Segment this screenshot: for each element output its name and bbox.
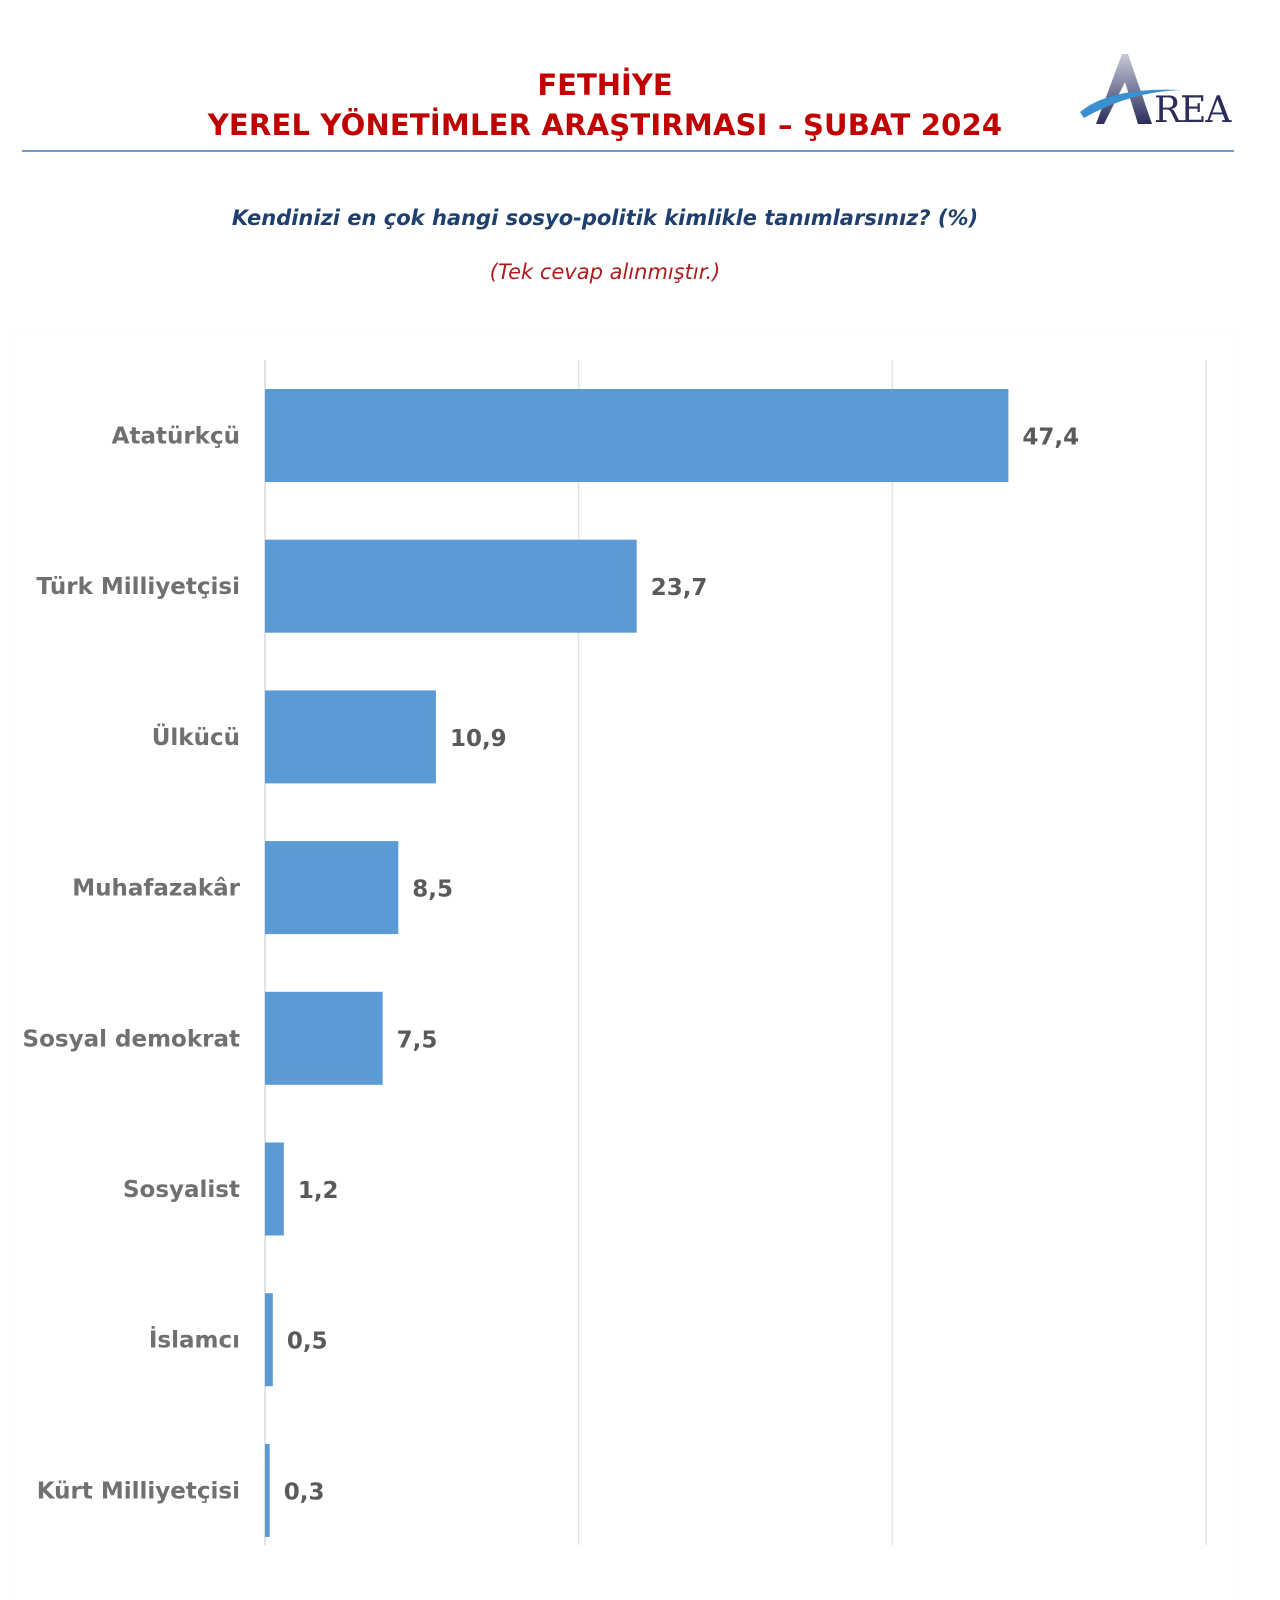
category-label: Ülkücü (152, 723, 240, 751)
category-label: Türk Milliyetçisi (36, 574, 240, 600)
category-label: Sosyal demokrat (23, 1026, 240, 1052)
area-logo: REA (1070, 52, 1240, 132)
chart-note: (Tek cevap alınmıştır.) (489, 260, 721, 284)
bar-5 (265, 1142, 284, 1236)
value-labels: 47,4 23,7 10,9 8,5 7,5 1,2 0,5 0,3 (284, 425, 1079, 1506)
bar-2 (265, 690, 436, 784)
chart-question: Kendinizi en çok hangi sosyo-politik kim… (231, 206, 979, 230)
category-label: Kürt Milliyetçisi (37, 1478, 240, 1504)
bar-1 (265, 539, 637, 633)
value-label: 47,4 (1022, 425, 1079, 451)
bar-4 (265, 991, 383, 1085)
value-label: 7,5 (397, 1027, 438, 1053)
category-label: Sosyalist (123, 1177, 240, 1203)
value-label: 23,7 (651, 575, 708, 601)
header-divider (22, 150, 1234, 152)
logo-text: REA (1154, 90, 1231, 131)
bar-0 (265, 389, 1009, 482)
report-title-city: FETHİYE (537, 68, 673, 102)
bar-7 (265, 1443, 270, 1537)
value-label: 1,2 (298, 1178, 339, 1204)
gridlines (264, 360, 1207, 1545)
value-label: 10,9 (450, 726, 507, 752)
value-label: 0,3 (284, 1479, 325, 1505)
value-label: 8,5 (412, 877, 453, 903)
bar-6 (265, 1293, 273, 1387)
category-label: İslamcı (149, 1326, 240, 1354)
bars (265, 389, 1009, 1537)
report-title-survey: YEREL YÖNETİMLER ARAŞTIRMASI – ŞUBAT 202… (207, 108, 1003, 142)
value-label: 0,5 (287, 1329, 328, 1355)
category-label: Atatürkçü (112, 424, 240, 450)
bar-3 (265, 841, 399, 935)
area-logo-icon (1080, 54, 1180, 124)
category-label: Muhafazakâr (72, 876, 240, 902)
category-labels: Atatürkçü Türk Milliyetçisi Ülkücü Muhafaza… (23, 424, 241, 1505)
